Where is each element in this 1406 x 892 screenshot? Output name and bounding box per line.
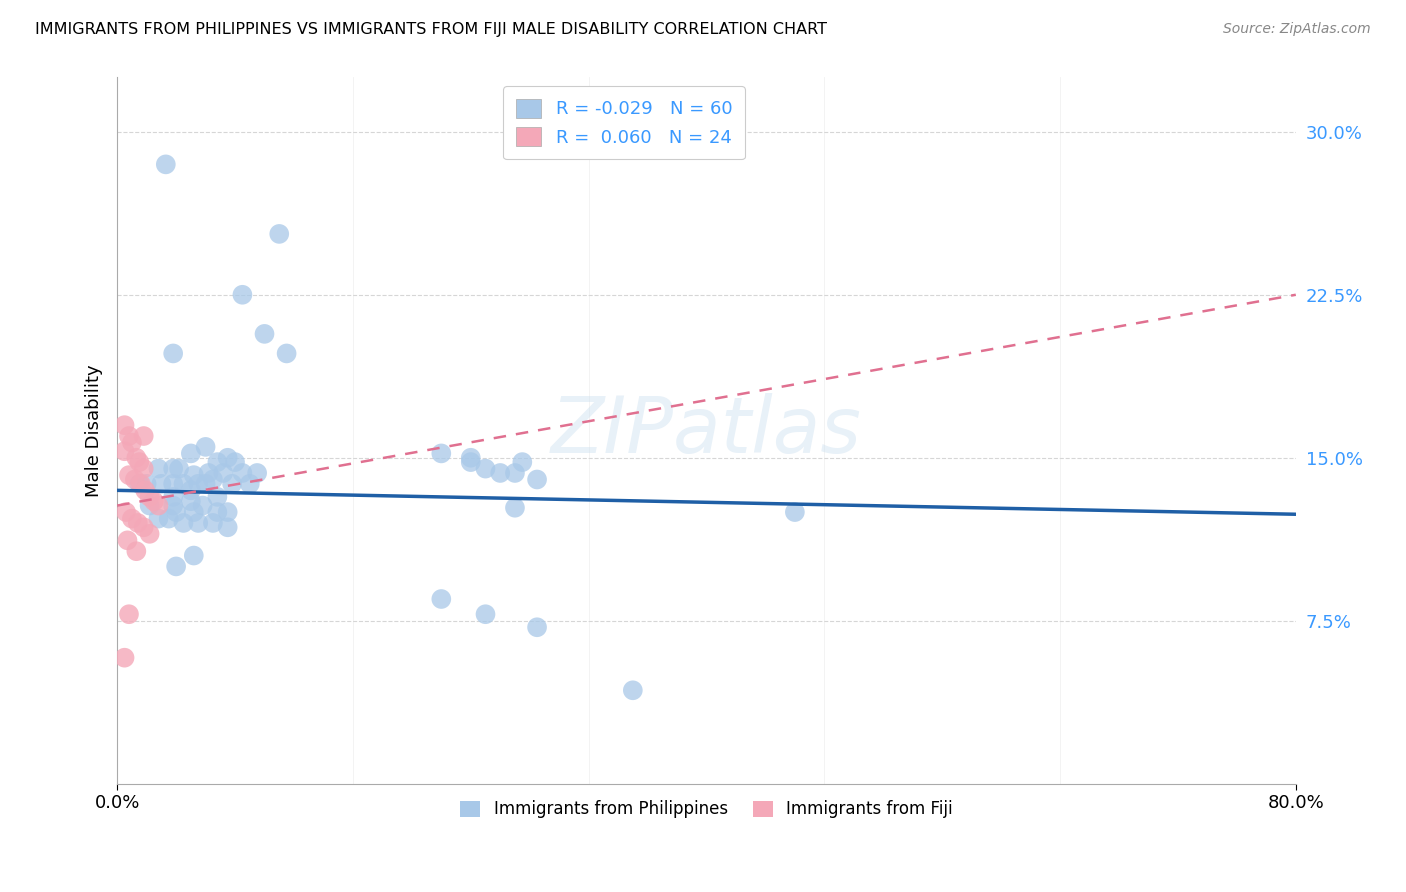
Point [118, 429, 141, 443]
Point [132, 520, 155, 534]
Point [221, 476, 243, 491]
Point [138, 499, 160, 513]
Text: Source: ZipAtlas.com: Source: ZipAtlas.com [1223, 22, 1371, 37]
Y-axis label: Male Disability: Male Disability [86, 364, 103, 497]
Point [135, 476, 157, 491]
Point [114, 650, 136, 665]
Point [526, 620, 548, 634]
Point [127, 516, 149, 530]
Point [526, 473, 548, 487]
Point [201, 473, 224, 487]
Point [167, 461, 190, 475]
Point [512, 455, 534, 469]
Point [128, 455, 150, 469]
Point [194, 476, 217, 491]
Point [253, 326, 276, 341]
Point [269, 227, 291, 241]
Point [138, 526, 160, 541]
Point [474, 607, 496, 622]
Point [180, 446, 202, 460]
Point [207, 505, 229, 519]
Point [246, 466, 269, 480]
Point [201, 516, 224, 530]
Point [148, 461, 170, 475]
Point [138, 490, 160, 504]
Point [180, 494, 202, 508]
Point [118, 468, 141, 483]
Point [430, 446, 453, 460]
Point [430, 592, 453, 607]
Point [162, 476, 184, 491]
Point [157, 511, 180, 525]
Point [150, 476, 173, 491]
Point [162, 490, 184, 504]
Point [125, 450, 148, 465]
Point [503, 466, 526, 480]
Point [148, 499, 170, 513]
Point [125, 544, 148, 558]
Point [114, 418, 136, 433]
Point [503, 500, 526, 515]
Point [231, 287, 253, 301]
Point [155, 157, 177, 171]
Point [128, 476, 150, 491]
Point [121, 435, 143, 450]
Point [118, 607, 141, 622]
Point [162, 346, 184, 360]
Point [114, 444, 136, 458]
Point [212, 466, 235, 480]
Point [183, 505, 205, 519]
Point [148, 511, 170, 525]
Point [165, 505, 187, 519]
Point [134, 483, 156, 498]
Point [183, 468, 205, 483]
Point [132, 429, 155, 443]
Point [132, 461, 155, 475]
Point [183, 549, 205, 563]
Text: ZIPatlas: ZIPatlas [551, 392, 862, 468]
Point [621, 683, 644, 698]
Point [165, 559, 187, 574]
Legend: Immigrants from Philippines, Immigrants from Fiji: Immigrants from Philippines, Immigrants … [454, 794, 959, 825]
Point [162, 499, 184, 513]
Point [117, 533, 139, 548]
Point [224, 455, 246, 469]
Point [783, 505, 806, 519]
Point [460, 455, 482, 469]
Point [460, 450, 482, 465]
Point [194, 440, 217, 454]
Point [207, 455, 229, 469]
Point [115, 505, 138, 519]
Point [197, 466, 219, 480]
Point [129, 476, 152, 491]
Point [489, 466, 512, 480]
Point [474, 461, 496, 475]
Point [207, 490, 229, 504]
Point [173, 516, 195, 530]
Point [191, 499, 214, 513]
Point [121, 511, 143, 525]
Point [124, 473, 146, 487]
Point [180, 483, 202, 498]
Point [187, 476, 209, 491]
Point [239, 476, 262, 491]
Point [187, 516, 209, 530]
Point [276, 346, 298, 360]
Text: IMMIGRANTS FROM PHILIPPINES VS IMMIGRANTS FROM FIJI MALE DISABILITY CORRELATION : IMMIGRANTS FROM PHILIPPINES VS IMMIGRANT… [35, 22, 827, 37]
Point [217, 450, 239, 465]
Point [143, 494, 166, 508]
Point [217, 505, 239, 519]
Point [217, 520, 239, 534]
Point [173, 476, 195, 491]
Point [231, 466, 253, 480]
Point [162, 461, 184, 475]
